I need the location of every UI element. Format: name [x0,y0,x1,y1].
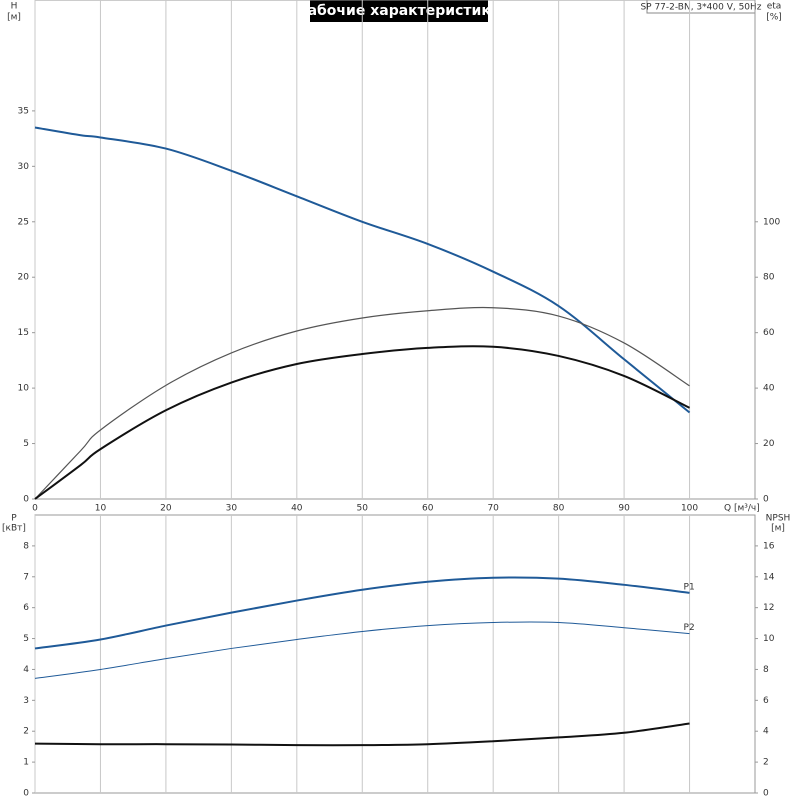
x-tick-label: 60 [422,504,434,514]
series-line [34,722,690,747]
plot-frame [34,0,756,500]
y-tick-label: 35 [18,106,29,116]
y-tick-label: 15 [18,328,29,338]
series-line [34,306,690,500]
y2-tick-label: 0 [763,495,769,505]
y2-tick-label: 12 [763,603,774,613]
y2-tick-label: 6 [763,696,769,706]
y-tick-label: 8 [23,541,29,551]
y-tick-label: 5 [23,439,29,449]
y-tick-label: 10 [18,384,30,394]
x-tick-label: 30 [226,504,238,514]
y-tick-label: 3 [23,696,29,706]
y-unit: [м] [7,13,21,23]
chart-subtitle: SP 77-2-BN, 3*400 V, 50Hz [640,3,761,13]
series-line [34,345,690,500]
y2-tick-label: 4 [763,727,769,737]
x-tick-label: 0 [32,504,38,514]
chart-title: Рабочие характеристики [297,3,500,19]
y-tick-label: 6 [23,603,29,613]
x-tick-label: 20 [160,504,172,514]
y2-tick-label: 16 [763,541,775,551]
y2-tick-label: 14 [763,572,775,582]
series-label: P1 [684,582,695,592]
y2-label: eta [767,2,782,12]
series-line [34,576,690,650]
y2-tick-label: 8 [763,665,769,675]
y2-tick-label: 80 [763,273,775,283]
y-unit: [кВт] [2,524,26,534]
y-tick-label: 1 [23,758,29,768]
x-tick-label: 100 [681,504,698,514]
x-tick-label: 50 [357,504,369,514]
y-tick-label: 0 [23,789,29,799]
y-label: P [11,514,17,524]
plot-frame [34,514,756,794]
x-tick-label: 10 [95,504,107,514]
y-tick-label: 20 [18,273,30,283]
y-tick-label: 5 [23,634,29,644]
y2-tick-label: 0 [763,789,769,799]
y-tick-label: 7 [23,572,29,582]
y-tick-label: 30 [18,162,30,172]
y-tick-label: 2 [23,727,29,737]
y2-tick-label: 60 [763,328,775,338]
y-label: H [11,2,18,12]
x-tick-label: 90 [618,504,630,514]
y2-tick-label: 10 [763,634,775,644]
y-tick-label: 25 [18,217,29,227]
y2-tick-label: 100 [763,217,780,227]
y2-tick-label: 20 [763,439,775,449]
series-line [34,126,691,414]
y2-unit: [м] [771,524,785,534]
y2-label: NPSH [766,514,791,524]
series-line [34,621,690,679]
y2-tick-label: 2 [763,758,769,768]
x-tick-label: 70 [487,504,499,514]
x-tick-label: 40 [291,504,303,514]
y2-unit: [%] [766,13,782,23]
y-tick-label: 0 [23,495,29,505]
x-tick-label: 80 [553,504,565,514]
series-label: P2 [684,623,695,633]
y2-tick-label: 40 [763,384,775,394]
x-label: Q [м³/ч] [724,504,760,514]
title-box [310,0,488,22]
y-tick-label: 4 [23,665,29,675]
